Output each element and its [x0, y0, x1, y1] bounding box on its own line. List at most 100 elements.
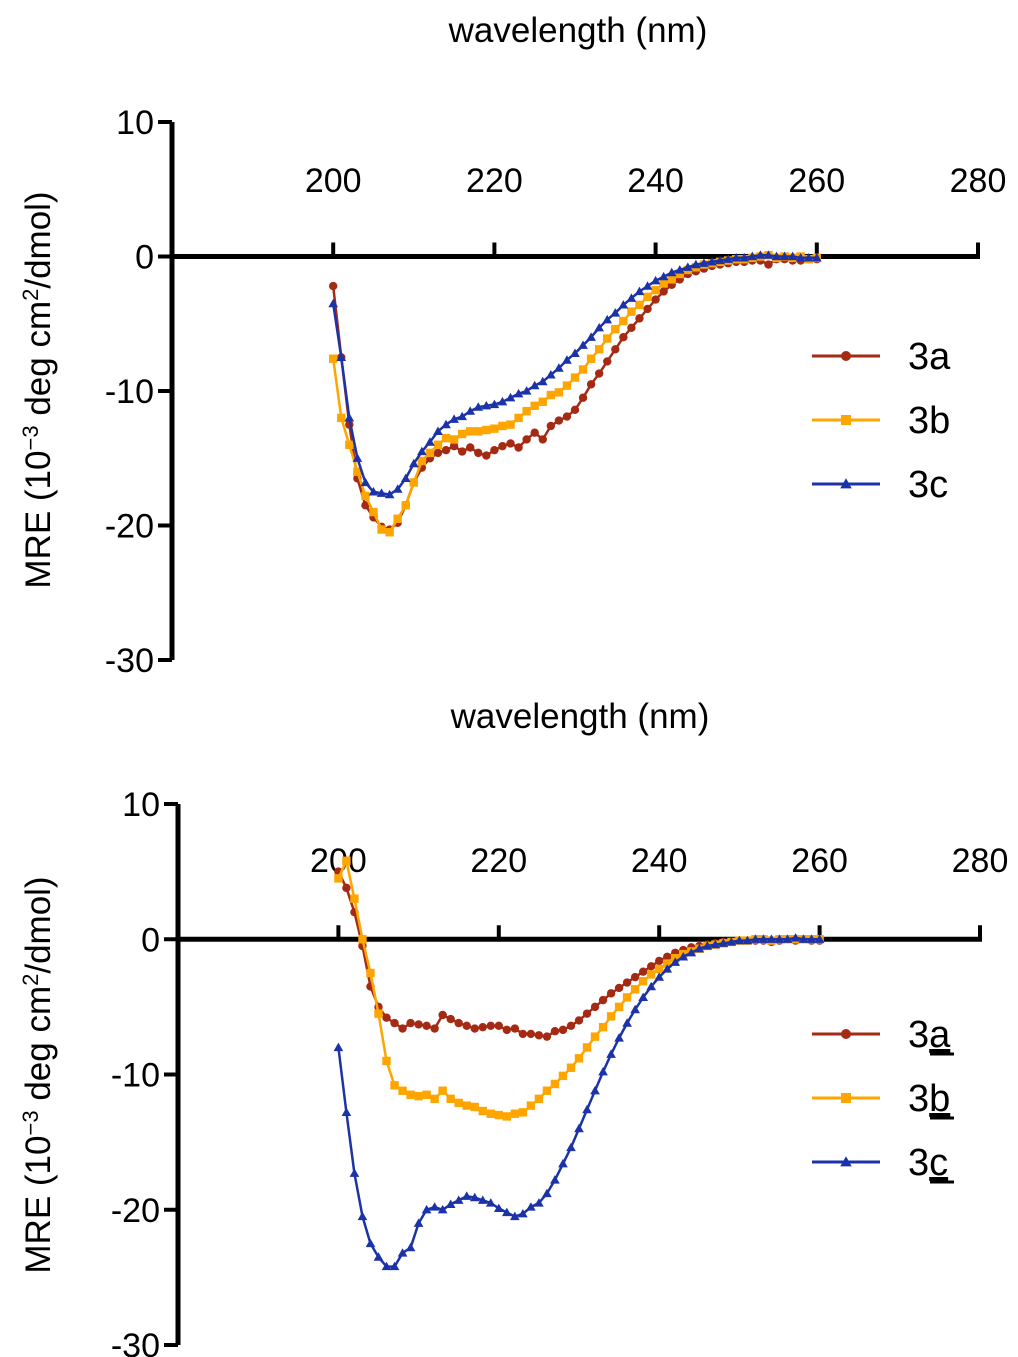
data-point [465, 406, 476, 415]
data-point [702, 941, 713, 950]
data-point [619, 316, 628, 326]
data-point [437, 1204, 448, 1214]
data-point [449, 414, 459, 423]
data-point [438, 1086, 447, 1095]
series-line [331, 257, 817, 531]
data-point [710, 939, 721, 949]
cd-chart-bottom: wavelength (nm) MRE (10−3 deg cm2/dmol) … [18, 697, 1009, 1357]
data-point [614, 1002, 624, 1012]
data-point [715, 255, 725, 265]
data-point [790, 933, 801, 942]
data-point [606, 1049, 616, 1058]
data-point [758, 934, 769, 943]
data-point [774, 934, 785, 943]
data-point [666, 267, 677, 277]
y-tick-label: -30 [105, 642, 154, 680]
data-point [558, 1071, 568, 1081]
data-point [382, 1013, 391, 1022]
data-point [534, 1094, 544, 1104]
data-point [651, 285, 660, 295]
data-point [694, 943, 705, 953]
data-point [550, 1027, 560, 1036]
data-point [795, 253, 806, 262]
data-point [374, 1009, 383, 1018]
y-axis-title-exponent: −3 [18, 425, 43, 450]
y-tick-label: -20 [105, 508, 154, 546]
data-point [618, 300, 629, 309]
data-point [466, 443, 475, 452]
legend-marker [841, 1029, 851, 1039]
cd-chart-top: wavelength (nm) MRE (10−3 deg cm2/dmol) … [18, 11, 1007, 680]
data-point [497, 396, 508, 406]
data-point [667, 275, 676, 284]
data-point [570, 373, 580, 382]
data-point [635, 300, 644, 310]
y-tick-label: -10 [105, 373, 154, 411]
data-point [506, 439, 515, 448]
legend-label: 3a [908, 336, 951, 378]
data-point [578, 393, 588, 402]
data-point [414, 1091, 423, 1101]
legend-item-3b: 3b [812, 400, 950, 442]
data-point [421, 1204, 432, 1214]
data-point [578, 340, 588, 349]
data-point [686, 947, 697, 957]
data-point [659, 287, 668, 296]
x-tick-label: 240 [627, 162, 684, 200]
y-axis-title-end: /dmol) [19, 191, 58, 288]
data-point [376, 488, 387, 497]
data-point [622, 978, 632, 987]
data-point [811, 253, 822, 262]
data-point [651, 295, 660, 304]
x-tick-label: 280 [950, 162, 1007, 200]
x-tick-label: 220 [470, 842, 527, 880]
data-point [582, 1104, 592, 1114]
legend-label: 3c [908, 1142, 948, 1184]
data-point [537, 376, 548, 386]
legend-item-3b: 3b [812, 1078, 954, 1120]
data-point [646, 970, 656, 979]
y-axis-title-main: MRE (10 [19, 1136, 58, 1274]
data-point [750, 934, 761, 943]
data-point [534, 1031, 544, 1040]
x-axis-title: wavelength (nm) [450, 697, 710, 736]
y-axis-title-main: MRE (10 [19, 451, 58, 589]
data-point [336, 352, 347, 361]
legend-label: 3b [908, 1078, 950, 1120]
data-point [513, 388, 524, 398]
data-point [494, 1110, 503, 1120]
data-point [413, 1218, 424, 1227]
data-point [683, 262, 693, 271]
data-point [490, 445, 499, 455]
data-point [675, 269, 684, 279]
data-point [446, 1014, 455, 1024]
data-point [462, 1021, 471, 1031]
data-point [646, 981, 657, 991]
data-point [328, 298, 339, 308]
y-axis-title-units: deg cm [19, 986, 58, 1111]
y-axis-title-squared: 2 [18, 289, 43, 301]
data-point [707, 257, 717, 266]
data-point [771, 251, 782, 261]
data-point [626, 293, 637, 302]
data-point [366, 968, 375, 978]
data-point [643, 292, 652, 302]
x-axis-title: wavelength (nm) [448, 11, 708, 50]
data-point [361, 501, 370, 510]
data-point [606, 1012, 616, 1021]
data-point [454, 1018, 463, 1028]
data-point [361, 491, 370, 501]
data-point [650, 275, 661, 285]
data-point [542, 1188, 552, 1198]
data-point [414, 1020, 423, 1029]
data-point [478, 1022, 487, 1032]
data-point [747, 251, 758, 261]
series-line [337, 859, 820, 1118]
data-point [390, 1018, 399, 1028]
data-point [594, 322, 605, 332]
x-tick-label: 240 [631, 842, 688, 880]
data-point [542, 1086, 552, 1095]
data-point [406, 1090, 415, 1099]
data-point [806, 934, 817, 943]
